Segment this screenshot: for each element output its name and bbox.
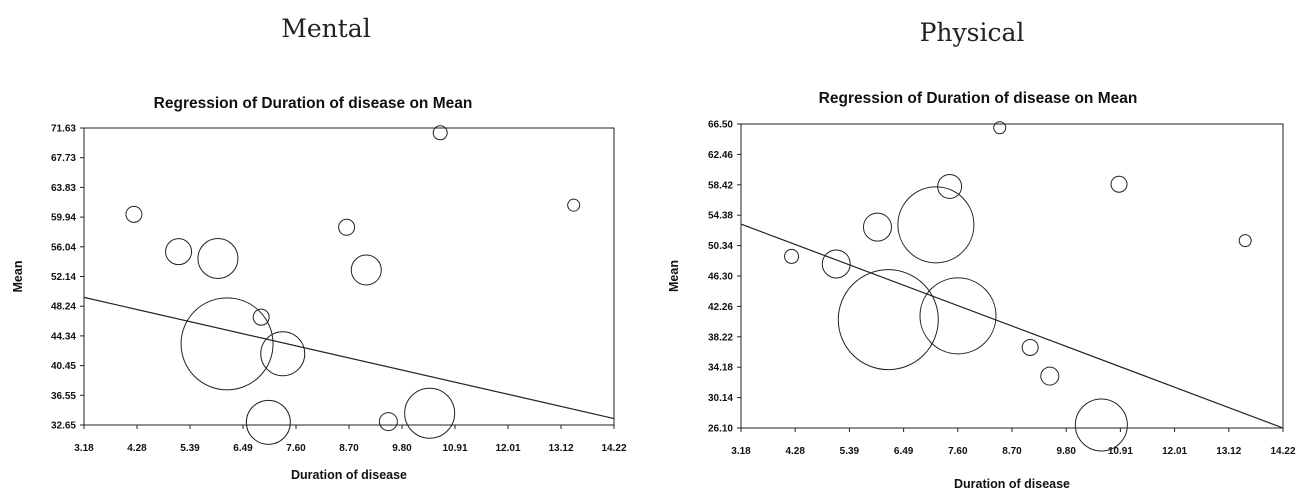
x-tick-label: 6.49 — [894, 446, 914, 457]
y-tick-label: 40.45 — [51, 361, 76, 372]
x-tick-label: 10.91 — [1108, 446, 1133, 457]
x-tick-label: 7.60 — [286, 443, 306, 454]
bubble-point-physical-8 — [1021, 338, 1039, 356]
y-tick-label: 30.14 — [708, 393, 733, 404]
bubble-point-physical-6 — [919, 277, 997, 355]
scatter-chart-physical: 26.10 30.14 34.18 38.22 42.26 46.30 50.34 54.38… — [667, 120, 1296, 491]
y-axis-label-physical: Mean — [667, 260, 681, 292]
y-tick-label: 59.94 — [51, 213, 76, 224]
x-tick-label: 3.18 — [731, 446, 751, 457]
y-tick-label: 42.26 — [708, 302, 733, 313]
y-tick-label: 56.04 — [51, 242, 76, 253]
bubble-point-mental-7 — [338, 218, 356, 236]
plot-area-physical — [740, 123, 1284, 429]
chart-title-physical: Regression of Duration of disease on Mea… — [819, 90, 1138, 107]
x-tick-label: 4.28 — [785, 446, 805, 457]
bubble-point-physical-0 — [784, 248, 800, 264]
x-tick-label: 5.39 — [180, 443, 200, 454]
y-tick-label: 48.24 — [51, 302, 76, 313]
y-tick-label: 52.14 — [51, 272, 76, 283]
y-axis-label-mental: Mean — [11, 261, 25, 293]
x-tick-label: 10.91 — [442, 443, 467, 454]
bubble-point-physical-10 — [1074, 398, 1128, 452]
y-tick-label: 34.18 — [708, 363, 733, 374]
x-tick-label: 5.39 — [840, 446, 860, 457]
y-tick-label: 63.83 — [51, 183, 76, 194]
bubble-point-physical-12 — [1238, 234, 1252, 248]
panel-heading-physical: Physical — [920, 18, 1025, 47]
x-tick-label: 9.80 — [392, 443, 412, 454]
x-tick-label: 8.70 — [339, 443, 359, 454]
bubble-point-physical-2 — [862, 212, 892, 242]
x-tick-label: 14.22 — [601, 443, 626, 454]
x-tick-label: 8.70 — [1002, 446, 1022, 457]
y-tick-label: 44.34 — [51, 331, 76, 342]
bubble-point-physical-1 — [821, 249, 851, 279]
y-tick-label: 36.55 — [51, 391, 76, 402]
bubble-point-mental-12 — [567, 198, 581, 212]
y-tick-label: 46.30 — [708, 272, 733, 283]
bubble-point-physical-3 — [837, 269, 939, 371]
panel-heading-mental: Mental — [281, 14, 370, 43]
x-tick-label: 13.12 — [1216, 446, 1241, 457]
y-tick-label: 71.63 — [51, 124, 76, 135]
bubble-point-physical-11 — [1110, 175, 1128, 193]
bubble-point-mental-1 — [165, 238, 193, 266]
bubble-point-physical-7 — [993, 121, 1007, 135]
x-axis-label-mental: Duration of disease — [291, 468, 407, 482]
scatter-chart-mental: 32.65 36.55 40.45 44.34 48.24 52.14 56.04 59.94… — [11, 124, 627, 483]
bubble-point-mental-2 — [197, 238, 239, 280]
y-tick-label: 66.50 — [708, 120, 733, 131]
x-tick-label: 4.28 — [127, 443, 147, 454]
y-tick-label: 62.46 — [708, 150, 733, 161]
regression-line-physical — [740, 223, 1284, 429]
x-tick-label: 9.80 — [1056, 446, 1076, 457]
y-tick-label: 58.42 — [708, 180, 733, 191]
bubble-point-physical-9 — [1040, 366, 1060, 386]
bubble-point-mental-11 — [432, 125, 448, 141]
plot-area-mental — [83, 127, 615, 426]
x-tick-label: 6.49 — [233, 443, 253, 454]
y-tick-label: 26.10 — [708, 424, 733, 435]
bubble-point-physical-4 — [897, 186, 975, 264]
chart-title-mental: Regression of Duration of disease on Mea… — [154, 95, 473, 112]
y-tick-label: 32.65 — [51, 421, 76, 432]
bubble-point-mental-3 — [180, 297, 274, 391]
x-axis-label-physical: Duration of disease — [954, 477, 1070, 491]
bubble-point-mental-5 — [245, 399, 291, 445]
y-tick-label: 54.38 — [708, 211, 733, 222]
x-tick-label: 13.12 — [548, 443, 573, 454]
bubble-point-mental-0 — [125, 205, 143, 223]
y-tick-label: 38.22 — [708, 332, 733, 343]
x-tick-label: 7.60 — [948, 446, 968, 457]
y-tick-label: 50.34 — [708, 241, 733, 252]
x-tick-label: 3.18 — [74, 443, 94, 454]
x-tick-label: 12.01 — [1162, 446, 1187, 457]
y-tick-label: 67.73 — [51, 153, 76, 164]
bubble-point-mental-9 — [378, 412, 398, 432]
bubble-point-physical-5 — [937, 173, 963, 199]
x-tick-label: 14.22 — [1270, 446, 1295, 457]
bubble-point-mental-10 — [404, 387, 456, 439]
x-tick-label: 12.01 — [495, 443, 520, 454]
bubble-point-mental-8 — [350, 254, 382, 286]
regression-line-mental — [83, 296, 615, 420]
bubble-point-mental-6 — [260, 331, 306, 377]
bubble-point-mental-4 — [252, 308, 270, 326]
